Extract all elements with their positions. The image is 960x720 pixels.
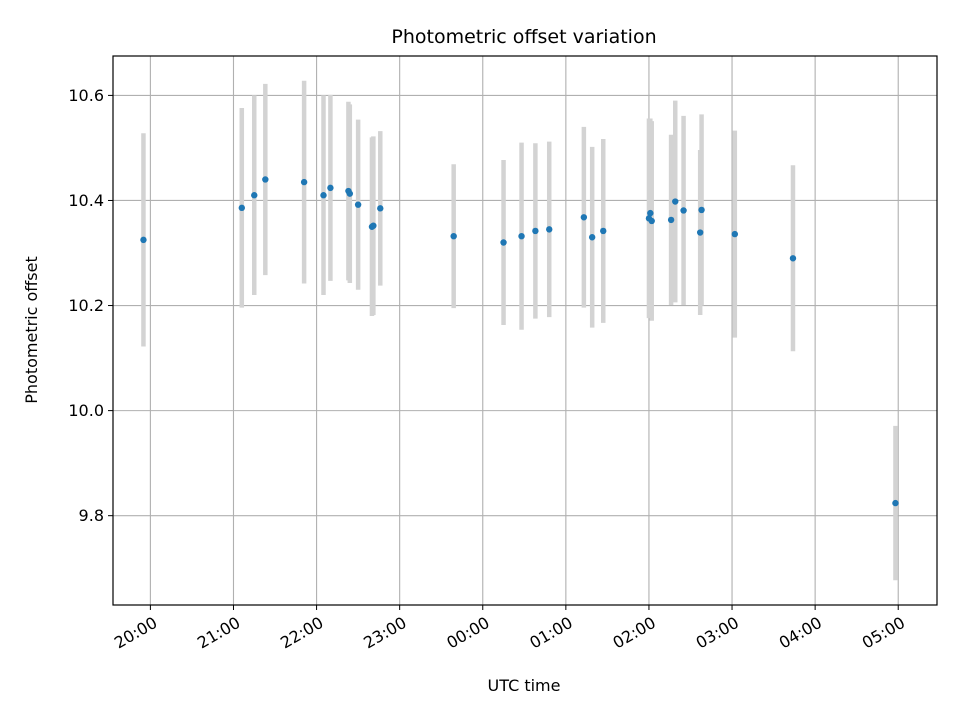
data-point: [698, 206, 705, 214]
x-tick-label: 20:00: [111, 613, 160, 653]
x-tick-label: 02:00: [610, 613, 659, 653]
data-point: [647, 209, 654, 217]
data-point: [789, 255, 797, 262]
data-point: [518, 232, 525, 240]
x-tick-label: 00:00: [443, 613, 492, 653]
data-point: [500, 239, 507, 246]
plot-frame: [112, 55, 938, 606]
data-point: [370, 222, 377, 229]
data-point: [300, 178, 308, 186]
x-tick-label: 23:00: [360, 613, 409, 653]
data-point: [892, 499, 899, 507]
y-tick-label: 10.2: [68, 296, 104, 315]
data-point: [450, 232, 457, 240]
x-tick-label: 04:00: [776, 613, 825, 653]
data-point: [580, 214, 588, 221]
data-point: [588, 234, 596, 241]
data-point: [731, 230, 739, 238]
y-tick-label: 10.4: [68, 191, 104, 210]
x-tick-label: 03:00: [693, 613, 742, 653]
data-point: [251, 192, 258, 199]
grid: [113, 56, 937, 605]
data-point: [532, 227, 539, 235]
data-point: [600, 227, 607, 235]
data-point: [377, 205, 384, 212]
data-point: [346, 190, 354, 197]
x-tick-label: 21:00: [194, 613, 243, 653]
y-tick-label: 9.8: [79, 506, 104, 525]
x-tick-label: 05:00: [859, 613, 908, 653]
x-tick-label: 22:00: [277, 613, 326, 653]
error-bars: [141, 80, 898, 581]
data-point: [546, 226, 553, 233]
y-axis-ticks: 9.8 10.0 10.2 10.4 10.6: [68, 86, 113, 525]
data-point: [262, 176, 269, 183]
y-tick-label: 10.6: [68, 86, 104, 105]
chart-title: Photometric offset variation: [391, 26, 656, 48]
data-point: [696, 229, 704, 236]
y-axis-title: Photometric offset: [22, 256, 41, 404]
data-point: [238, 204, 245, 212]
data-point: [327, 184, 334, 192]
x-axis-ticks: 20:00 21:00 22:00 23:00 00:00 01:00 02:00 03:00…: [111, 605, 908, 652]
data-point: [354, 201, 362, 208]
y-tick-label: 10.0: [68, 401, 104, 420]
data-point: [672, 198, 679, 205]
data-point: [320, 192, 327, 199]
x-tick-label: 01:00: [526, 613, 575, 653]
data-point: [140, 236, 147, 244]
data-point: [667, 216, 675, 224]
data-points: [140, 176, 899, 507]
data-point: [648, 217, 655, 225]
x-axis-title: UTC time: [488, 676, 561, 695]
data-point: [680, 207, 687, 214]
